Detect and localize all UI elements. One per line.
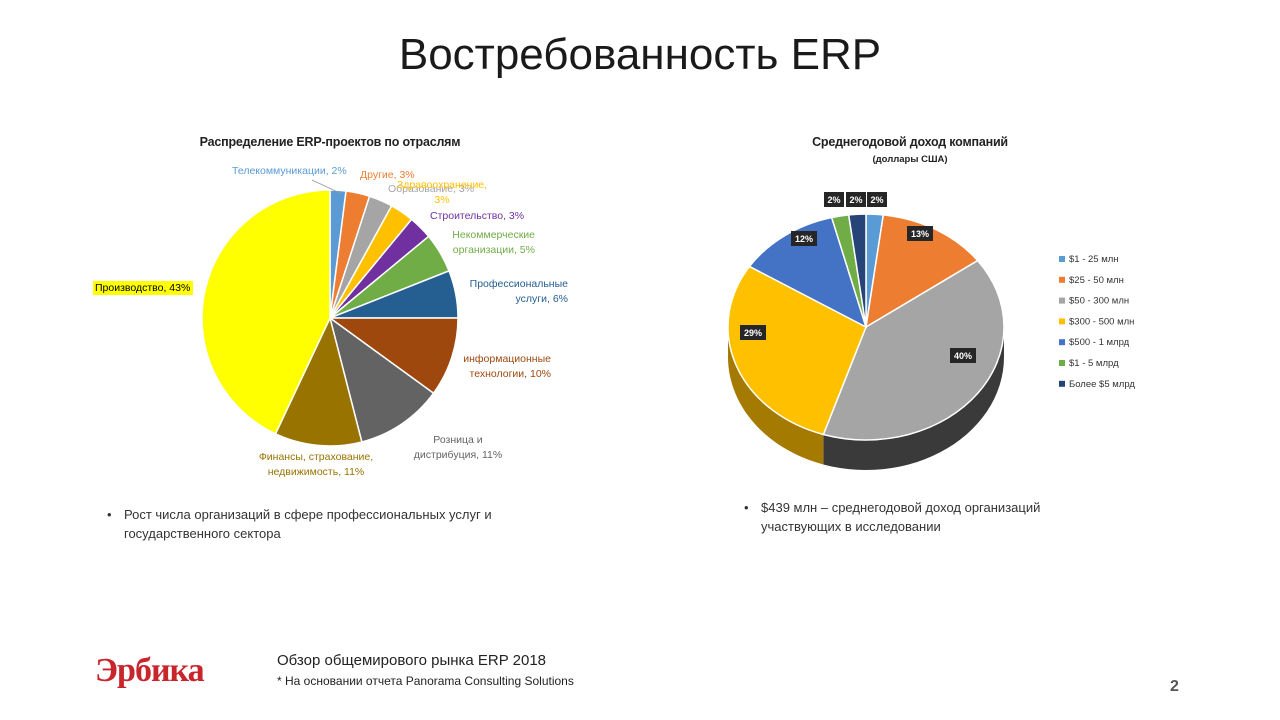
pie-slice [727, 265, 867, 436]
data-label: Некоммерческие организации, 5% [452, 229, 535, 256]
note-left: • Рост числа организаций в сфере професс… [107, 505, 574, 543]
data-label-box [950, 348, 976, 363]
note-right-line-2: участвующих в исследовании [761, 519, 941, 534]
data-label: 29% [744, 328, 762, 338]
legend-entry: $50 - 300 млн [1069, 296, 1129, 307]
legend-swatch [1059, 339, 1065, 346]
data-label: Профессиональные услуги, 6% [470, 278, 568, 305]
chart2-subtitle: (доллары США) [872, 154, 948, 165]
data-label-box [846, 192, 866, 207]
label-highlight [93, 281, 193, 295]
page-number: 2 [1170, 678, 1179, 695]
legend-swatch [1059, 318, 1065, 325]
leader-line [311, 179, 341, 194]
pie-slice [865, 214, 979, 329]
legend-entry: $500 - 1 млрд [1069, 337, 1130, 348]
data-label: Финансы, страхование, недвижимость, 11% [259, 451, 373, 478]
footer-title: Обзор общемирового рынка ERP 2018 [277, 652, 547, 669]
data-label: информационные технологии, 10% [463, 353, 551, 380]
pie-slice [847, 213, 867, 328]
data-label: Производство, 43% [95, 282, 190, 294]
data-label-box [740, 325, 766, 340]
chart1-title: Распределение ERP-проектов по отраслям [199, 135, 461, 149]
pie-slice [822, 259, 1005, 441]
legend-swatch [1059, 276, 1065, 283]
legend-swatch [1059, 360, 1065, 366]
data-label: Другие, 3% [360, 169, 415, 181]
data-label: 2% [827, 195, 840, 205]
pie-slice [748, 216, 868, 329]
pie-slice [274, 315, 363, 447]
data-label-box [907, 226, 933, 241]
data-label: Розница и дистрибуция, 11% [414, 434, 502, 461]
pie-slice [201, 189, 331, 435]
bullet-dot: • [744, 500, 749, 515]
data-label-box [824, 192, 844, 207]
data-label: 13% [911, 229, 929, 239]
data-label-box [791, 231, 817, 246]
data-label: Телекоммуникации, 2% [232, 165, 347, 177]
pie-slice-side [728, 327, 824, 465]
legend-swatch [1059, 380, 1065, 387]
data-label: Строительство, 3% [430, 210, 524, 222]
note-left-line-2: государственного сектора [124, 526, 281, 541]
note-right: • $439 млн – среднегодовой доход организ… [744, 498, 1181, 536]
data-label: 2% [849, 195, 862, 205]
legend-swatch [1059, 256, 1065, 262]
legend-entry: $25 - 50 млн [1069, 275, 1124, 286]
note-right-line-1: $439 млн – среднегодовой доход организац… [761, 500, 1041, 515]
legend-swatch [1059, 297, 1065, 304]
data-label: Образование, 3% [388, 183, 474, 195]
legend-entry: $1 - 5 млрд [1069, 358, 1119, 369]
legend-entry: $1 - 25 млн [1069, 254, 1119, 265]
pie-slice [328, 316, 435, 443]
data-label: 2% [870, 195, 883, 205]
chart2-title: Среднегодовой доход компаний [812, 135, 1008, 149]
bullet-dot: • [107, 507, 112, 522]
data-label: 12% [795, 234, 813, 244]
data-label: Здравоохранение, 3% [397, 179, 487, 206]
company-logo: Эрбика [95, 652, 205, 689]
slide-title: Востребованность ERP [398, 30, 882, 79]
data-label: 40% [954, 351, 972, 361]
footer-source-note: * На основании отчета Panorama Consultin… [277, 674, 574, 688]
pie-slice-side [823, 327, 1004, 470]
note-left-line-1: Рост числа организаций в сфере профессио… [124, 507, 492, 522]
pie-slice [327, 317, 459, 395]
legend-entry: $300 - 500 млн [1069, 316, 1134, 327]
data-label-box [867, 192, 887, 207]
legend-entry: Более $5 млрд [1069, 379, 1135, 390]
